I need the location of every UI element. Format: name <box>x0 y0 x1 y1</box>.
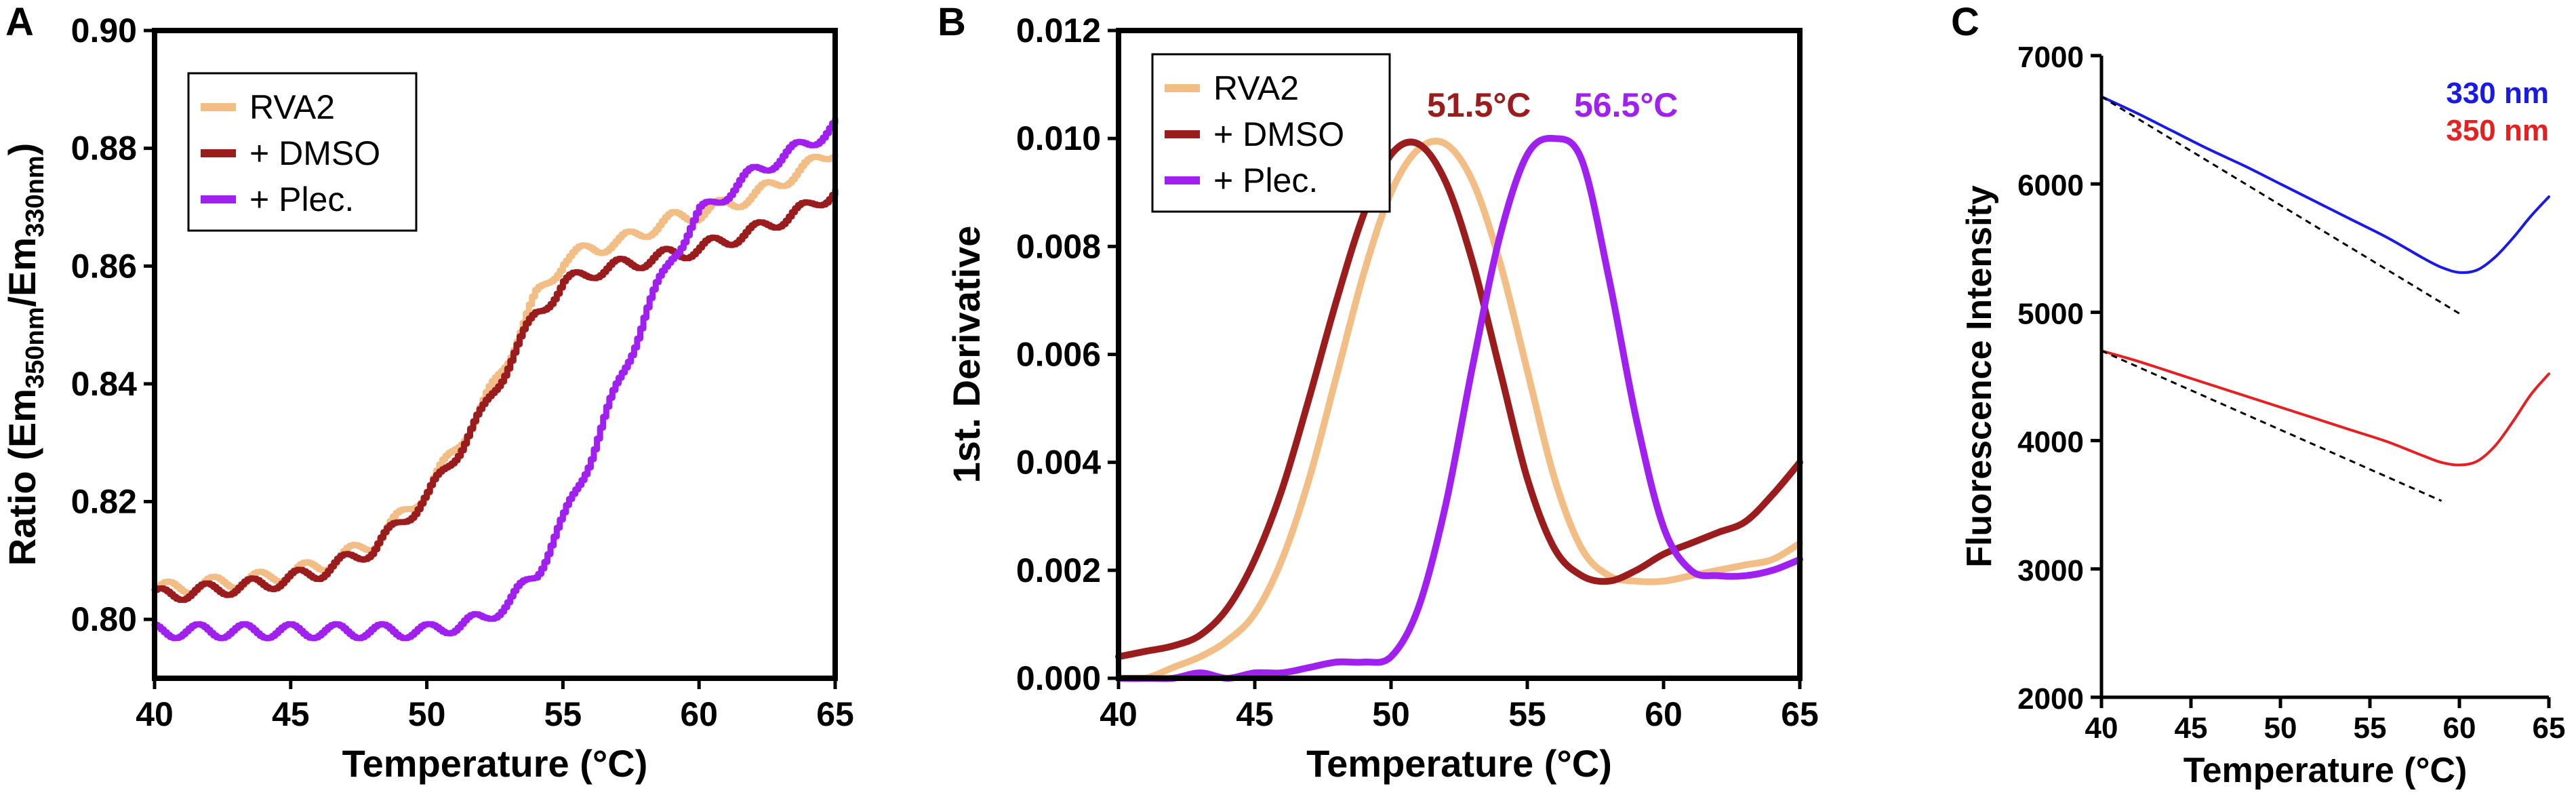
x-tick-label: 60 <box>680 695 718 733</box>
y-tick-label: 0.90 <box>71 12 137 50</box>
panel-label-b: B <box>938 0 966 44</box>
y-tick-label: 0.000 <box>1016 659 1101 697</box>
chart-panel-b: 40 45 50 55 60 65 0.000 0.002 0.004 0.006 0.008 0.0… <box>945 12 1819 785</box>
x-tick-label: 45 <box>2175 712 2208 745</box>
x-tick-label: 50 <box>1372 695 1410 733</box>
legend-label: RVA2 <box>249 88 335 126</box>
legend-label: + Plec. <box>1213 161 1318 199</box>
series-line--plec- <box>1115 134 1803 682</box>
x-tick-label: 55 <box>544 695 582 733</box>
y-tick-label: 0.82 <box>71 483 137 521</box>
legend-label: 330 nm <box>2446 77 2549 110</box>
series-line--plec- <box>151 116 839 642</box>
legend-label: + DMSO <box>249 134 380 172</box>
y-axis-label-part: Ratio (Em <box>1 389 43 566</box>
legend-label: 350 nm <box>2446 114 2549 147</box>
x-tick-label: 65 <box>2533 712 2566 745</box>
series-line--dmso <box>1115 138 1803 661</box>
legend-label: RVA2 <box>1213 69 1299 107</box>
y-tick-label: 7000 <box>2017 41 2084 74</box>
panel-label-a: A <box>5 0 34 44</box>
x-axis-label: Temperature (°C) <box>1306 742 1612 785</box>
plot-area <box>151 116 839 642</box>
y-tick-label: 0.80 <box>71 600 137 638</box>
y-tick-label: 0.86 <box>71 247 137 285</box>
y-axis-label: 1st. Derivative <box>945 226 988 484</box>
y-tick-label: 0.88 <box>71 130 137 168</box>
y-tick-label: 0.84 <box>71 365 138 403</box>
plot-area <box>2100 95 2550 502</box>
y-tick-label: 0.008 <box>1016 227 1101 265</box>
x-tick-label: 50 <box>2264 712 2297 745</box>
x-tick-label: 50 <box>408 695 446 733</box>
x-tick-label: 60 <box>1645 695 1683 733</box>
x-tick-label: 60 <box>2443 712 2476 745</box>
x-tick-label: 65 <box>816 695 854 733</box>
legend-label: + DMSO <box>1213 115 1344 153</box>
x-tick-label: 45 <box>1236 695 1274 733</box>
legend: RVA2 + DMSO + Plec. <box>187 72 418 232</box>
y-tick-label: 0.010 <box>1016 119 1101 157</box>
fit-line-2 <box>2101 349 2442 502</box>
series-line-rva2 <box>1115 138 1803 683</box>
y-tick-label: 0.004 <box>1016 444 1101 482</box>
fit-line-1 <box>2101 96 2460 315</box>
series-line--dmso <box>151 187 839 603</box>
y-axis-label-subscript: 330nm <box>21 155 49 237</box>
y-axis-label-part: ) <box>1 143 43 156</box>
annotation-peak-dmso: 51.5°C <box>1427 86 1531 124</box>
x-tick-label: 40 <box>136 695 174 733</box>
plot-area <box>1115 134 1803 683</box>
plot-frame <box>152 28 838 681</box>
y-tick-label: 0.006 <box>1016 336 1101 374</box>
y-axis-label-subscript: 350nm <box>21 307 49 389</box>
y-tick-label: 4000 <box>2017 426 2084 459</box>
x-tick-label: 45 <box>272 695 310 733</box>
x-tick-label: 55 <box>2354 712 2387 745</box>
y-tick-label: 2000 <box>2017 682 2084 716</box>
x-tick-label: 40 <box>2085 712 2118 745</box>
x-axis-label: Temperature (°C) <box>342 742 648 785</box>
y-tick-label: 0.012 <box>1016 12 1101 50</box>
y-axis-label: Fluorescence Intensity <box>1960 185 1999 568</box>
legend: RVA2 + DMSO + Plec. <box>1151 53 1391 213</box>
annotation-peak-plec: 56.5°C <box>1574 86 1678 124</box>
y-tick-label: 5000 <box>2017 297 2084 330</box>
x-tick-label: 40 <box>1100 695 1138 733</box>
chart-panel-c: 40 45 50 55 60 65 2000 3000 4000 5000 6000 7000 Temp… <box>1960 41 2565 790</box>
y-axis-label: Ratio (Em350nm/Em330nm) <box>1 143 49 566</box>
x-tick-label: 55 <box>1508 695 1546 733</box>
x-axis-label: Temperature (°C) <box>2183 751 2468 790</box>
series-line-350-nm <box>2100 349 2550 467</box>
legend-label: + Plec. <box>249 180 354 218</box>
y-tick-label: 3000 <box>2017 554 2084 587</box>
y-tick-label: 6000 <box>2017 169 2084 202</box>
chart-panel-a: 40 45 50 55 60 65 0.80 0.82 0.84 0.86 0.88 0.90 Temp… <box>1 12 854 785</box>
panel-label-c: C <box>1951 0 1979 44</box>
y-tick-label: 0.002 <box>1016 551 1101 589</box>
series-line-330-nm <box>2100 95 2550 274</box>
y-axis-label-part: /Em <box>1 237 43 307</box>
x-tick-label: 65 <box>1781 695 1819 733</box>
